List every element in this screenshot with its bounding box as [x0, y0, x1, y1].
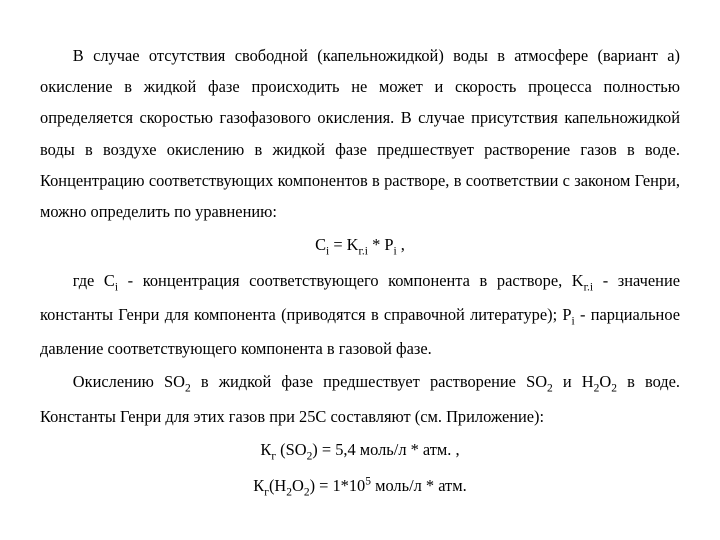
equation-2: Кг (SO2) = 5,4 моль/л * атм. , [40, 434, 680, 468]
paragraph-3: Окислению SO2 в жидкой фазе предшествует… [40, 366, 680, 431]
equation-1: Ci = Kг.i * Pi , [40, 229, 680, 263]
paragraph-1: В случае отсутствия свободной (капельнож… [40, 40, 680, 227]
paragraph-2: где Ci - концентрация соответствующего к… [40, 265, 680, 364]
equation-3: Кг(H2O2) = 1*105 моль/л * атм. [40, 470, 680, 504]
document-body: В случае отсутствия свободной (капельнож… [40, 40, 680, 504]
